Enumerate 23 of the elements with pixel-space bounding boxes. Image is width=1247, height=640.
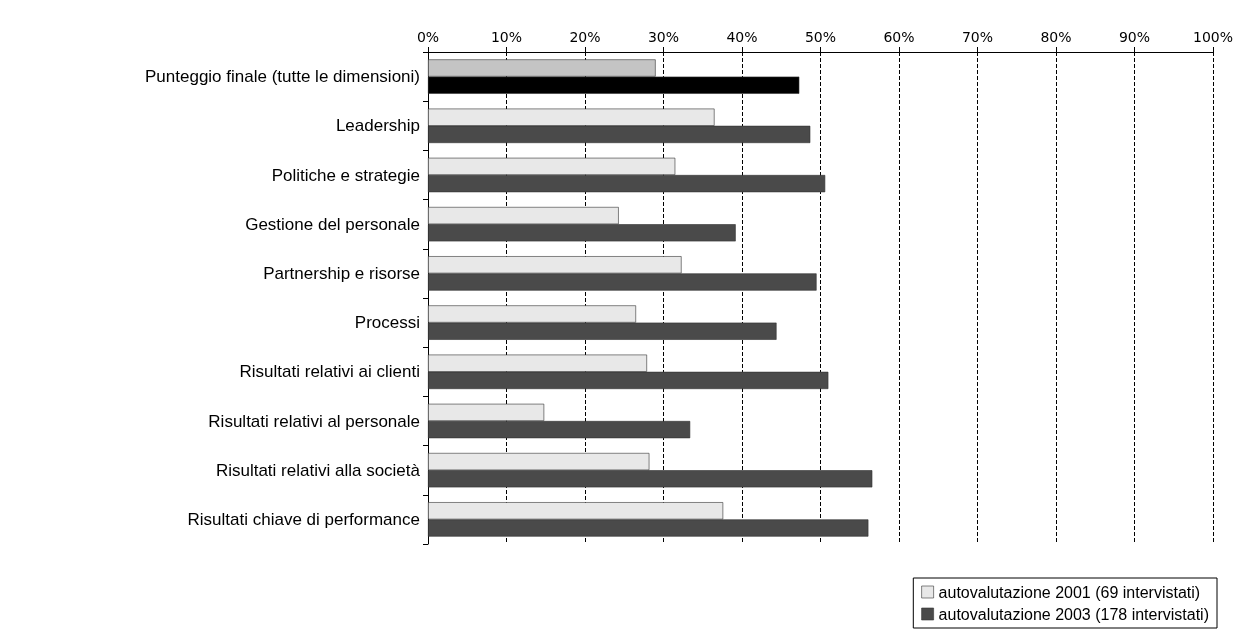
y-tick-label: Politiche e strategie (271, 165, 420, 185)
x-tick-label: 60% (883, 29, 915, 45)
y-tick-label: Leadership (335, 116, 420, 136)
x-tick-label: 30% (647, 29, 680, 45)
x-tick-label: 70% (961, 29, 994, 45)
y-tick-label: Partnership e risorse (263, 263, 420, 283)
x-tick-label: 40% (726, 29, 758, 45)
x-tick-label: 20% (569, 29, 601, 45)
y-tick-label: Risultati chiave di performance (187, 509, 420, 529)
y-tick-label: Punteggio finale (tutte le dimensioni) (145, 67, 420, 87)
legend-label: autovalutazione 2001 (69 intervistati) (938, 583, 1201, 601)
y-tick-label: Risultati relativi al personale (208, 411, 420, 431)
y-tick-label: Processi (354, 313, 420, 333)
x-tick-label: 50% (804, 29, 837, 45)
y-tick-label: Gestione del personale (245, 214, 420, 234)
x-tick-label: 90% (1118, 29, 1151, 45)
y-tick-label: Risultati relativi ai clienti (239, 362, 420, 382)
x-tick-label: 80% (1040, 29, 1072, 45)
y-tick-label: Risultati relativi alla società (215, 460, 421, 480)
x-tick-label: 100% (1192, 29, 1234, 45)
legend-label: autovalutazione 2003 (178 intervistati) (938, 605, 1209, 623)
x-tick-label: 0% (416, 29, 440, 45)
x-tick-label: 10% (490, 29, 523, 45)
